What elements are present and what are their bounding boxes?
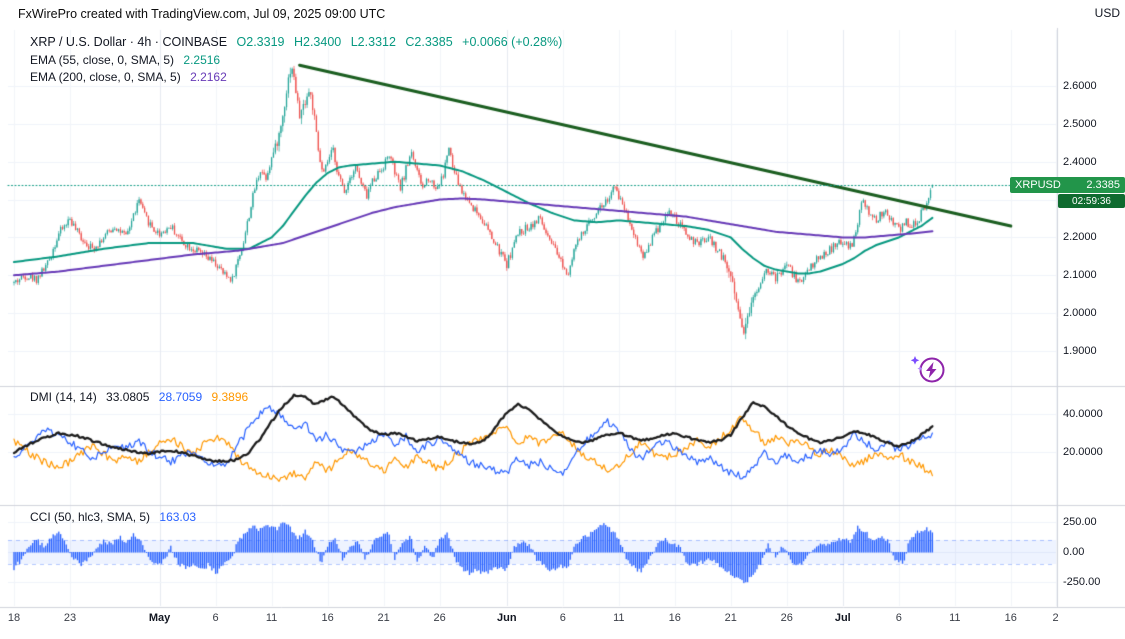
cci-label: CCI (50, hlc3, SMA, 5) [30, 510, 151, 524]
ema55-label: EMA (55, close, 0, SMA, 5) [30, 53, 175, 67]
dmi-adx-value: 33.0805 [106, 390, 150, 404]
dmi-minus-di-value: 9.3896 [211, 390, 249, 404]
countdown-badge: 02:59:36 [1058, 194, 1125, 208]
cci-legend[interactable]: CCI (50, hlc3, SMA, 5) 163.03 [30, 510, 202, 524]
sparkle-icon [910, 356, 920, 365]
ema200-value: 2.2162 [190, 70, 227, 84]
cci-value: 163.03 [159, 510, 197, 524]
lightning-bolt-icon [926, 362, 937, 378]
last-price-badge: XRPUSD 2.3385 [1010, 177, 1125, 193]
ema55-legend[interactable]: EMA (55, close, 0, SMA, 5) 2.2516 [30, 53, 226, 67]
ohlc-high: H2.3400 [293, 35, 342, 49]
dmi-label: DMI (14, 14) [30, 390, 97, 404]
price-axis-currency-label: USD [1094, 6, 1120, 20]
symbol-title: XRP / U.S. Dollar · 4h · COINBASE [30, 35, 228, 49]
ema200-legend[interactable]: EMA (200, close, 0, SMA, 5) 2.2162 [30, 70, 233, 84]
attribution-text: FxWirePro created with TradingView.com, … [18, 7, 386, 21]
ohlc-low: L2.3312 [350, 35, 396, 49]
badge-price: 2.3385 [1086, 179, 1120, 191]
badge-symbol: XRPUSD [1015, 179, 1061, 191]
ohlc-change: +0.0066 (+0.28%) [462, 35, 563, 49]
dmi-legend[interactable]: DMI (14, 14) 33.0805 28.7059 9.3896 [30, 390, 254, 404]
ohlc-close: C2.3385 [405, 35, 453, 49]
ema200-label: EMA (200, close, 0, SMA, 5) [30, 70, 181, 84]
lightning-marker-icon[interactable] [906, 348, 950, 392]
ema55-value: 2.2516 [183, 53, 221, 67]
sparkle-small-icon [917, 366, 923, 372]
ohlc-open: O2.3319 [236, 35, 285, 49]
symbol-legend[interactable]: XRP / U.S. Dollar · 4h · COINBASE O2.331… [30, 35, 568, 49]
dmi-plus-di-value: 28.7059 [158, 390, 203, 404]
